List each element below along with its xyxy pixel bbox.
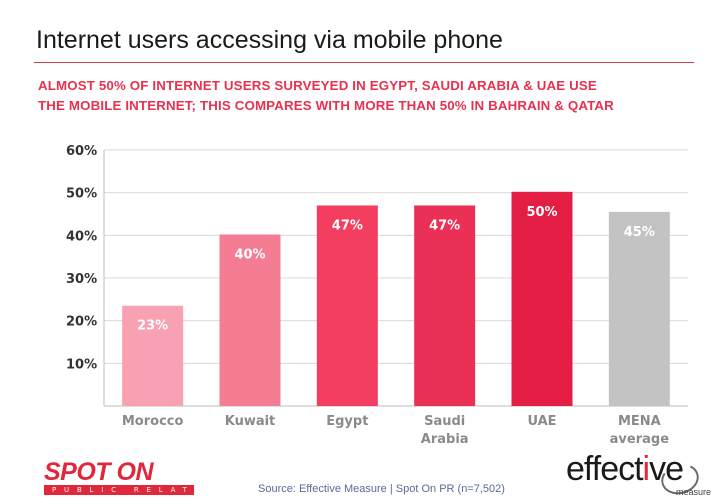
spot-on-logo-tagline: PUBLIC RELATIONS bbox=[52, 486, 244, 494]
y-tick-label: 20% bbox=[66, 315, 97, 330]
y-tick-label: 40% bbox=[66, 229, 97, 244]
data-label: 23% bbox=[137, 319, 168, 334]
effective-measure-logo: effective measure bbox=[566, 450, 716, 500]
data-label: 50% bbox=[526, 205, 557, 220]
source-note: Source: Effective Measure | Spot On PR (… bbox=[258, 483, 505, 495]
x-tick-label: average bbox=[610, 432, 670, 447]
bar bbox=[414, 205, 476, 406]
y-tick-label: 60% bbox=[66, 144, 97, 159]
effective-logo-part-2: ve bbox=[649, 450, 684, 488]
effective-logo-part-1: effect bbox=[566, 450, 644, 488]
x-tick-label: UAE bbox=[527, 414, 556, 429]
x-tick-label: Egypt bbox=[326, 414, 368, 429]
bar bbox=[608, 211, 670, 406]
x-tick-label: Kuwait bbox=[225, 414, 276, 429]
bar bbox=[219, 234, 281, 406]
page-title: Internet users accessing via mobile phon… bbox=[36, 26, 503, 54]
y-tick-label: 50% bbox=[66, 187, 97, 202]
data-label: 40% bbox=[234, 247, 265, 262]
effective-logo-accent: i bbox=[642, 450, 651, 488]
y-tick-label: 30% bbox=[66, 272, 97, 287]
bar bbox=[122, 305, 184, 406]
bar bbox=[511, 191, 573, 406]
bar bbox=[316, 205, 378, 406]
chart-subtitle: ALMOST 50% OF INTERNET USERS SURVEYED IN… bbox=[38, 76, 698, 116]
effective-logo-wordmark: effective bbox=[566, 450, 684, 489]
spot-on-logo: SPOT ON PUBLIC RELATIONS bbox=[44, 458, 235, 496]
spot-on-logo-band bbox=[44, 485, 194, 495]
subtitle-line-2: THE MOBILE INTERNET; THIS COMPARES WITH … bbox=[38, 98, 614, 113]
subtitle-line-1: ALMOST 50% OF INTERNET USERS SURVEYED IN… bbox=[38, 78, 597, 93]
data-label: 47% bbox=[429, 218, 460, 233]
x-tick-label: MENA bbox=[618, 414, 661, 429]
data-label: 45% bbox=[624, 225, 655, 240]
effective-logo-tagline: measure bbox=[676, 487, 712, 497]
spot-on-logo-wordmark: SPOT ON bbox=[44, 458, 154, 486]
x-tick-label: Arabia bbox=[421, 432, 469, 447]
x-tick-label: Morocco bbox=[122, 414, 184, 429]
y-tick-label: 10% bbox=[66, 357, 97, 372]
title-divider bbox=[34, 62, 694, 63]
data-label: 47% bbox=[332, 218, 363, 233]
x-tick-label: Saudi bbox=[424, 414, 465, 429]
